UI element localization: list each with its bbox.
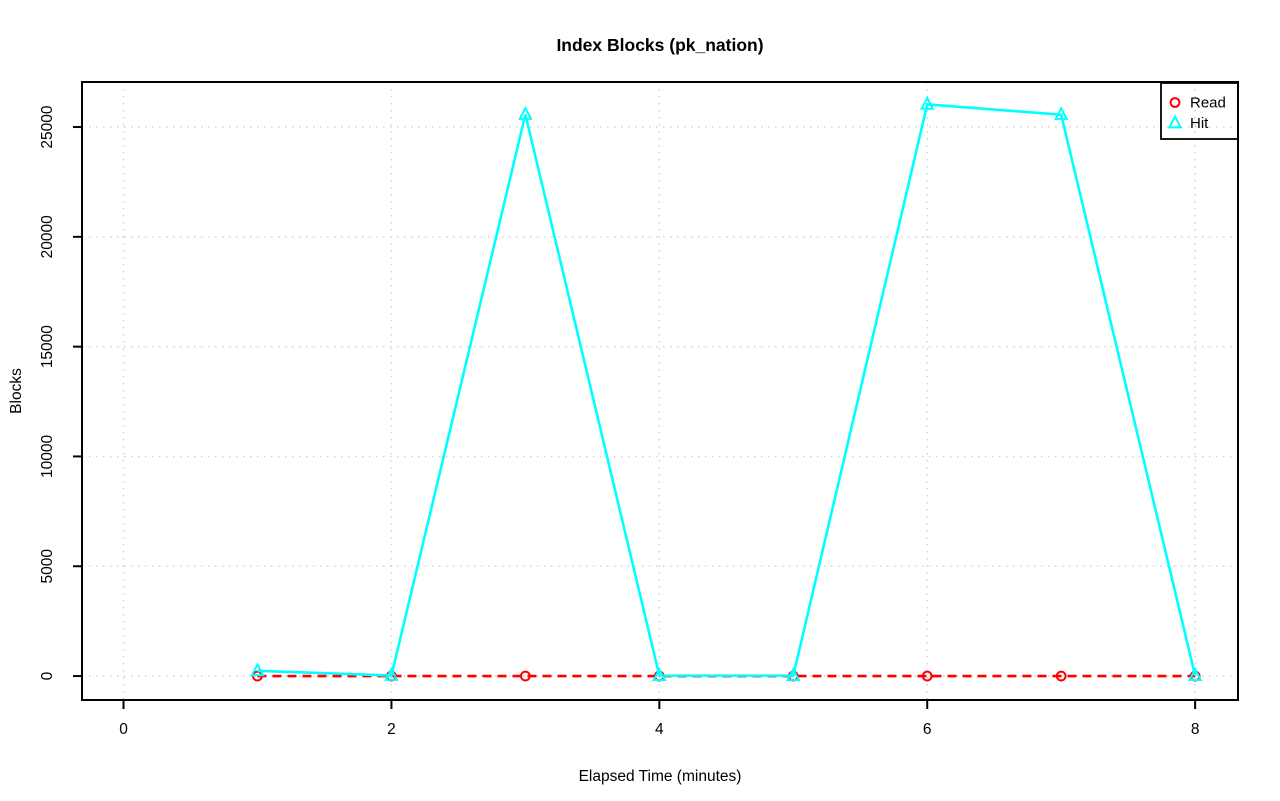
legend: Read Hit (1160, 82, 1239, 140)
y-tick-label: 15000 (39, 325, 56, 368)
triangle-marker-hit (919, 95, 935, 110)
open-circle-icon (1169, 97, 1181, 108)
triangle-marker-hit (518, 105, 533, 120)
x-tick-label: 0 (119, 721, 128, 738)
data-series (250, 95, 1203, 682)
triangle-marker-hit (250, 662, 265, 677)
x-tick-label: 4 (655, 721, 664, 738)
axes: 0 2 4 6 8 0 5000 10000 15000 20000 25000 (39, 105, 1199, 738)
x-axis-label: Elapsed Time (minutes) (579, 768, 742, 785)
legend-item-hit: Hit (1167, 114, 1209, 132)
circle-marker-read (921, 670, 933, 682)
triangle-marker-hit (652, 667, 667, 682)
triangle-marker-hit (1187, 667, 1203, 682)
triangle-marker-hit (1053, 106, 1069, 121)
legend-border (1160, 82, 1239, 140)
legend-items: Read Hit (1167, 95, 1226, 132)
x-tick-label: 6 (923, 721, 932, 738)
legend-item-read: Read (1169, 95, 1226, 112)
y-tick-label: 5000 (39, 549, 56, 584)
chart-title: Index Blocks (pk_nation) (556, 35, 763, 55)
triangle-marker-hit (786, 667, 801, 682)
y-tick-label: 20000 (39, 215, 56, 258)
x-tick-label: 2 (387, 721, 396, 738)
series-line-hit (257, 103, 1197, 677)
triangle-marker-hit (384, 666, 399, 681)
y-axis-label: Blocks (8, 368, 25, 414)
y-tick-label: 10000 (39, 435, 56, 478)
x-tick-label: 8 (1191, 721, 1200, 738)
legend-item-label: Read (1190, 95, 1226, 112)
y-tick-label: 25000 (39, 105, 56, 148)
open-triangle-icon (1167, 114, 1183, 129)
y-tick-label: 0 (39, 671, 56, 680)
legend-item-label: Hit (1190, 115, 1209, 132)
circle-marker-read (1055, 670, 1067, 682)
gridlines (82, 82, 1238, 700)
circle-marker-read (519, 670, 531, 682)
